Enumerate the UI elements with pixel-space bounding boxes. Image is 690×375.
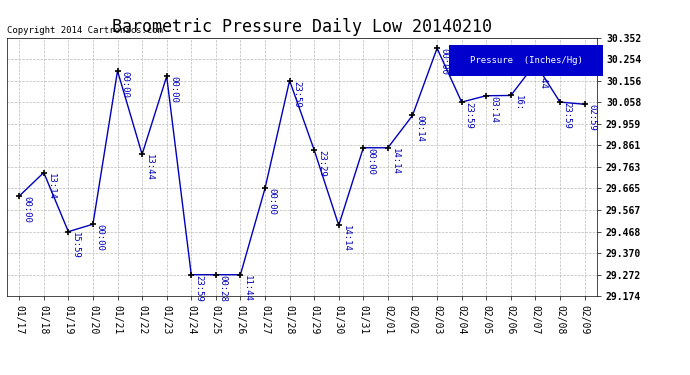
Text: 14:14: 14:14	[342, 225, 351, 252]
Text: 02:59: 02:59	[587, 104, 596, 131]
Text: 00:00: 00:00	[440, 48, 449, 75]
Text: 13:14: 13:14	[46, 172, 56, 200]
Text: 15:59: 15:59	[71, 232, 80, 258]
Text: Pressure  (Inches/Hg): Pressure (Inches/Hg)	[470, 56, 582, 65]
Title: Barometric Pressure Daily Low 20140210: Barometric Pressure Daily Low 20140210	[112, 18, 492, 36]
Text: 00:00: 00:00	[268, 188, 277, 215]
Text: Copyright 2014 Cartronics.com: Copyright 2014 Cartronics.com	[7, 26, 163, 35]
Text: 16:: 16:	[513, 96, 522, 112]
Text: 00:00: 00:00	[96, 224, 105, 251]
Text: 23:29: 23:29	[317, 150, 326, 177]
Text: 00:00: 00:00	[22, 196, 31, 223]
Text: 00:14: 00:14	[415, 116, 424, 142]
Text: 00:00: 00:00	[120, 71, 129, 98]
Text: 03:14: 03:14	[489, 96, 498, 123]
Text: 14:14: 14:14	[391, 148, 400, 175]
FancyBboxPatch shape	[449, 45, 603, 76]
Text: 23:59: 23:59	[464, 102, 473, 129]
Text: 00:00: 00:00	[170, 76, 179, 103]
Text: 00:00: 00:00	[366, 148, 375, 175]
Text: 00:28: 00:28	[219, 275, 228, 302]
Text: 13:44: 13:44	[145, 154, 154, 181]
Text: 11:44: 11:44	[243, 275, 253, 302]
Text: 23:59: 23:59	[194, 275, 203, 302]
Text: 14:44: 14:44	[538, 63, 547, 90]
Text: 23:59: 23:59	[563, 102, 572, 129]
Text: 23:59: 23:59	[293, 81, 302, 107]
